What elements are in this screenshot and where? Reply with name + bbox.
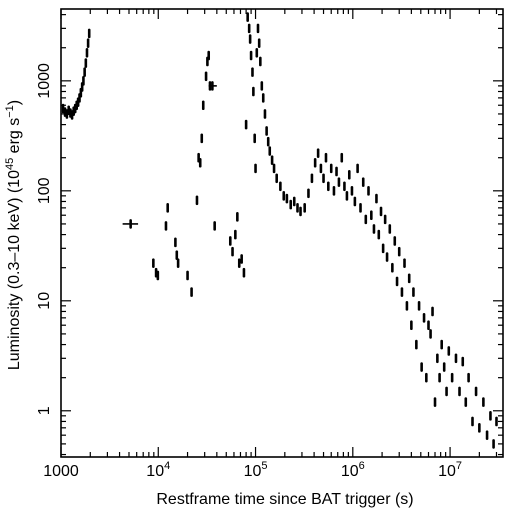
x-tick-label: 105 <box>244 460 268 480</box>
x-tick-label: 1000 <box>43 463 79 480</box>
y-tick-label: 1000 <box>36 63 53 99</box>
x-tick-label: 106 <box>341 460 365 480</box>
x-axis-label: Restframe time since BAT trigger (s) <box>156 491 413 508</box>
data-point <box>122 219 139 229</box>
plot-frame <box>60 8 504 458</box>
x-tick-label: 104 <box>146 460 170 480</box>
data-point <box>208 81 217 91</box>
data-points <box>61 12 498 449</box>
y-tick-label: 10 <box>36 292 53 310</box>
y-tick-label: 100 <box>36 177 53 204</box>
axes: 1000 104 105 106 107 1 10 100 1000 <box>36 9 503 480</box>
y-axis-label: Luminosity (0.3–10 keV) (1045 erg s−1) <box>4 100 23 370</box>
x-tick-label: 107 <box>438 460 462 480</box>
y-tick-label: 1 <box>36 406 53 415</box>
